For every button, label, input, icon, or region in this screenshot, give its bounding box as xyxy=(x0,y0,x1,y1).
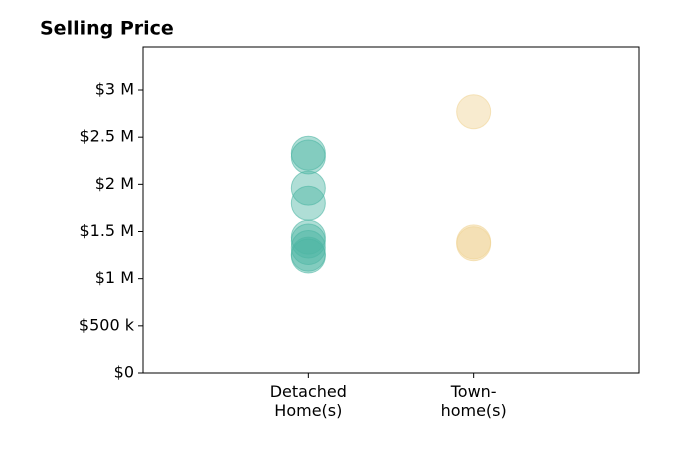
x-tick-label: Detached Home(s) xyxy=(269,382,347,420)
point xyxy=(456,224,492,260)
point xyxy=(456,94,492,130)
y-tick-label: $500 k xyxy=(79,315,135,334)
point xyxy=(290,170,326,206)
y-tick-label: $1.5 M xyxy=(79,221,134,240)
y-tick-label: $2 M xyxy=(95,174,134,193)
point xyxy=(290,185,326,221)
plot-frame xyxy=(142,46,640,374)
x-tick-label: Town- home(s) xyxy=(440,382,507,420)
chart-title: Selling Price xyxy=(40,18,174,40)
point xyxy=(290,139,326,175)
y-tick-label: $2.5 M xyxy=(79,127,134,146)
point xyxy=(290,238,326,274)
y-tick-label: $1 M xyxy=(95,268,134,287)
y-tick-label: $0 xyxy=(114,363,134,382)
y-tick-label: $3 M xyxy=(95,80,134,99)
